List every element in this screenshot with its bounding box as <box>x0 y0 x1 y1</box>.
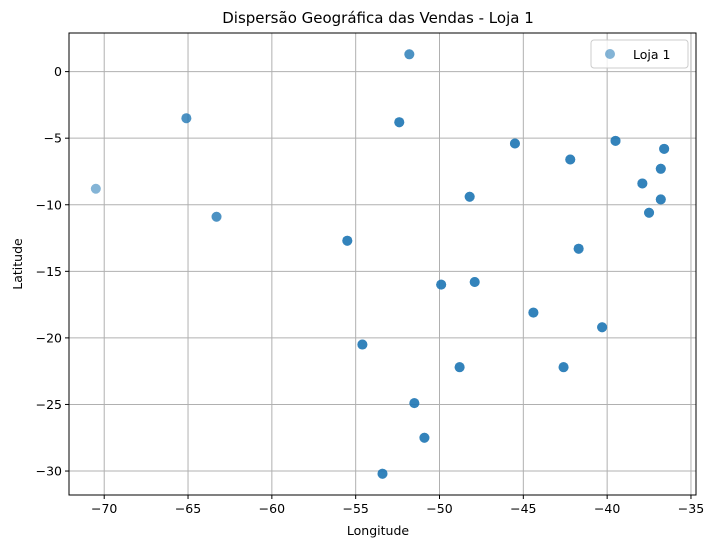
data-point-marker <box>211 211 222 222</box>
data-point-marker <box>509 138 520 149</box>
data-point-marker <box>565 154 576 165</box>
data-point <box>597 322 608 333</box>
data-point-marker <box>419 432 430 443</box>
legend-label: Loja 1 <box>633 47 670 62</box>
data-point-marker <box>404 49 415 60</box>
data-point <box>558 362 569 373</box>
data-point <box>181 113 192 124</box>
legend-marker <box>605 49 615 59</box>
data-point <box>404 49 415 60</box>
data-point <box>454 362 465 373</box>
data-point <box>377 468 388 479</box>
y-tick-label: 0 <box>54 64 62 79</box>
data-point <box>419 432 430 443</box>
x-tick-label: −40 <box>594 501 620 516</box>
data-point <box>436 279 447 290</box>
y-tick-label: −20 <box>36 330 62 345</box>
data-point-marker <box>528 307 539 318</box>
data-point-marker <box>90 183 101 194</box>
y-tick-label: −30 <box>36 464 62 479</box>
data-point <box>211 211 222 222</box>
data-points <box>90 49 670 479</box>
data-point <box>644 207 655 218</box>
data-point <box>464 191 475 202</box>
data-point <box>610 135 621 146</box>
axis-ticks: −70 −65 −60 −55 −50 −45 −40 −35 0 −5 −10 −15 −20 −25 −… <box>36 64 705 516</box>
data-point-marker <box>357 339 368 350</box>
y-tick-label: −10 <box>36 197 62 212</box>
data-point-marker <box>597 322 608 333</box>
y-tick-label: −5 <box>44 131 62 146</box>
x-axis-label: Longitude <box>347 523 409 538</box>
x-tick-label: −35 <box>678 501 704 516</box>
y-axis-label: Latitude <box>10 238 25 290</box>
data-point <box>565 154 576 165</box>
y-tick-label: −15 <box>36 264 62 279</box>
data-point <box>573 243 584 254</box>
x-tick-label: −50 <box>426 501 452 516</box>
x-tick-label: −65 <box>175 501 201 516</box>
data-point-marker <box>394 117 405 128</box>
x-tick-label: −55 <box>342 501 368 516</box>
data-point <box>342 235 353 246</box>
data-point <box>90 183 101 194</box>
data-point <box>659 143 670 154</box>
data-point-marker <box>610 135 621 146</box>
data-point <box>394 117 405 128</box>
data-point-marker <box>436 279 447 290</box>
x-tick-label: −60 <box>259 501 285 516</box>
x-tick-label: −45 <box>510 501 536 516</box>
data-point <box>655 163 666 174</box>
x-tick-label: −70 <box>91 501 117 516</box>
data-point-marker <box>644 207 655 218</box>
data-point-marker <box>558 362 569 373</box>
data-point-marker <box>573 243 584 254</box>
data-point-marker <box>637 178 648 189</box>
data-point-marker <box>454 362 465 373</box>
data-point-marker <box>342 235 353 246</box>
data-point-marker <box>469 276 480 287</box>
data-point-marker <box>464 191 475 202</box>
legend-box <box>590 39 689 69</box>
chart-title: Dispersão Geográfica das Vendas - Loja 1 <box>222 9 534 27</box>
data-point-marker <box>409 398 420 409</box>
y-tick-label: −25 <box>36 397 62 412</box>
data-point-marker <box>655 194 666 205</box>
data-point-marker <box>181 113 192 124</box>
data-point-marker <box>655 163 666 174</box>
legend: Loja 1 <box>590 39 689 69</box>
data-point <box>469 276 480 287</box>
data-point <box>637 178 648 189</box>
data-point-marker <box>377 468 388 479</box>
plot-frame <box>68 32 697 496</box>
data-point <box>655 194 666 205</box>
data-point <box>357 339 368 350</box>
data-point <box>528 307 539 318</box>
data-point <box>409 398 420 409</box>
data-point-marker <box>659 143 670 154</box>
data-point <box>509 138 520 149</box>
